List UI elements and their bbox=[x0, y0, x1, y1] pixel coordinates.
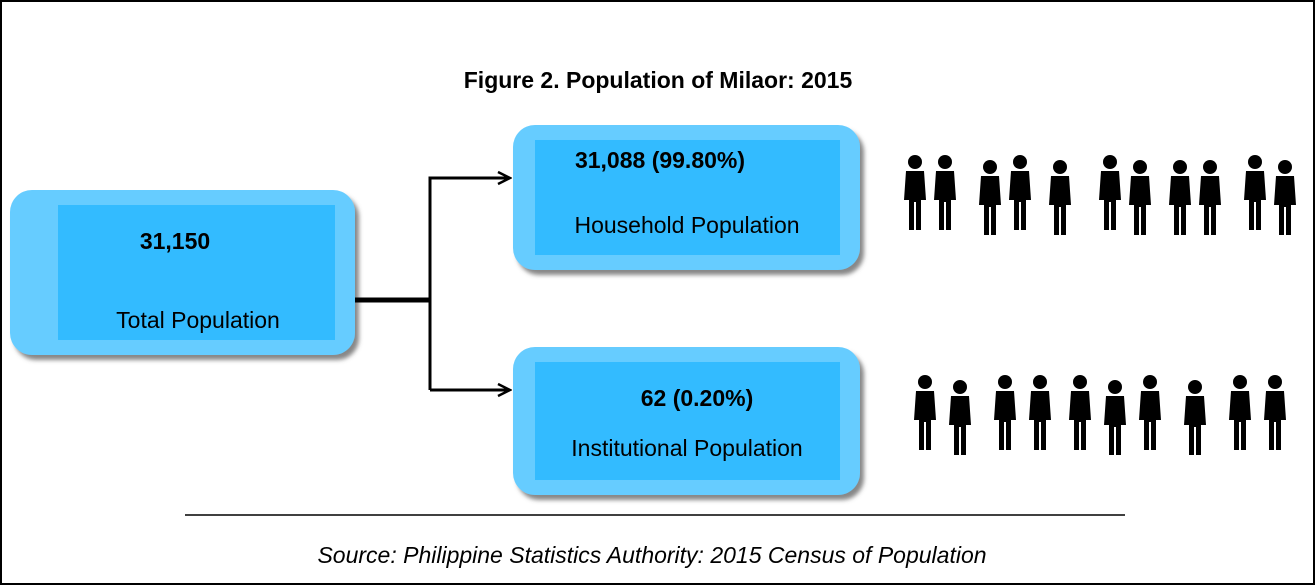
node-label: Institutional Population bbox=[571, 435, 802, 461]
node-value: 31,088 (99.80%) bbox=[575, 147, 745, 173]
household-node: 31,088 (99.80%) Household Population bbox=[513, 125, 860, 270]
source-note: Source: Philippine Statistics Authority:… bbox=[317, 542, 986, 568]
node-label: Total Population bbox=[116, 307, 280, 333]
institutional-node: 62 (0.20%) Institutional Population bbox=[513, 347, 860, 495]
total-node: 31,150 Total Population bbox=[10, 190, 355, 355]
figure: Figure 2. Population of Milaor: 2015 31,… bbox=[0, 0, 1315, 585]
page: {"title": "Figure 2. Population of Milao… bbox=[0, 0, 1315, 585]
figure-title: Figure 2. Population of Milaor: 2015 bbox=[464, 67, 853, 93]
node-value: 31,150 bbox=[140, 228, 210, 254]
node-inner bbox=[535, 362, 840, 480]
node-label: Household Population bbox=[574, 212, 799, 238]
node-value: 62 (0.20%) bbox=[641, 385, 754, 411]
